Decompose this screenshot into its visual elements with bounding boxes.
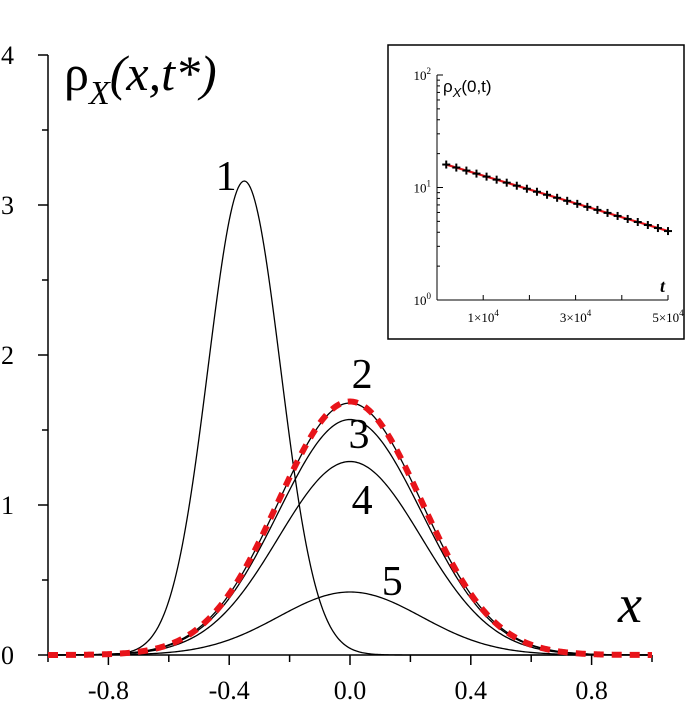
- inset-data-point: [653, 224, 662, 233]
- curve-label-5: 5: [382, 559, 403, 605]
- inset-y-tick-label: 100: [414, 291, 432, 308]
- inset-x-ticks: 1×104 3×104 5×104: [436, 295, 684, 325]
- main-y-label-sub: X: [87, 75, 111, 112]
- main-y-label: ρX(x,t*): [64, 45, 217, 112]
- inset-x-tick-label: 3×104: [560, 308, 592, 325]
- inset-y-label-sub: X: [452, 85, 463, 100]
- main-y-label-symbol: ρ: [64, 45, 89, 101]
- curve-1: [48, 180, 652, 656]
- inset-points: [442, 160, 672, 236]
- inset-data-point: [593, 205, 602, 214]
- curve-label-1: 1: [216, 154, 237, 200]
- inset-data-point: [603, 208, 612, 217]
- fit-curve-dashed: [47, 398, 653, 658]
- curve-3: [47, 418, 653, 656]
- inset-data-point: [472, 169, 481, 178]
- inset-y-label-symbol: ρ: [443, 77, 453, 96]
- inset-data-point: [643, 221, 652, 230]
- inset-data-point: [462, 166, 471, 175]
- main-y-tick-label: 3: [1, 191, 14, 220]
- main-y-ticks: 0 1 2 3 4: [1, 41, 48, 670]
- main-x-tick-label: -0.8: [88, 676, 129, 705]
- inset: 100 101 102 1×104 3×104 5×104 ρX(0,t) t: [387, 44, 685, 340]
- inset-y-tick-label: 102: [414, 66, 432, 83]
- inset-x-label: t: [660, 276, 666, 296]
- inset-y-label-args: (0,t): [461, 77, 491, 96]
- main-x-tick-label: 0.8: [575, 676, 608, 705]
- inset-data-point: [563, 196, 572, 205]
- curve-4: [48, 460, 652, 656]
- inset-data-point: [482, 172, 491, 181]
- main-y-tick-label: 1: [1, 491, 14, 520]
- inset-data-point: [452, 163, 461, 172]
- inset-x-tick-label: 5×104: [652, 308, 684, 325]
- main-curve-labels: 1 2 3 45: [216, 154, 403, 605]
- inset-data-point: [573, 199, 582, 208]
- inset-y-ticks: 100 101 102: [414, 66, 443, 308]
- inset-x-tick-label: 1×104: [468, 308, 500, 325]
- inset-data-point: [532, 187, 541, 196]
- main-x-ticks: -0.8 -0.4 0.0 0.4 0.8: [47, 655, 653, 705]
- main-x-tick-label: 0.0: [334, 676, 367, 705]
- inset-data-point: [664, 227, 672, 236]
- main-x-label: x: [617, 574, 642, 634]
- inset-y-label: ρX(0,t): [443, 77, 492, 100]
- inset-data-point: [512, 181, 521, 190]
- inset-data-point: [442, 160, 451, 169]
- inset-data-point: [583, 202, 592, 211]
- curve-label-2: 2: [352, 352, 373, 398]
- main-curves: [47, 180, 653, 658]
- inset-data-point: [633, 217, 642, 226]
- main-x-tick-label: -0.4: [209, 676, 250, 705]
- inset-data-point: [543, 190, 552, 199]
- main-y-tick-label: 4: [1, 41, 14, 70]
- inset-data-point: [502, 178, 511, 187]
- inset-data-point: [613, 211, 622, 220]
- main-axes: -0.8 -0.4 0.0 0.4 0.8 0 1 2 3 4: [1, 41, 653, 705]
- inset-y-tick-label: 101: [414, 179, 432, 196]
- curve-5: [48, 591, 652, 656]
- inset-data-point: [522, 184, 531, 193]
- main-x-tick-label: 0.4: [455, 676, 488, 705]
- curve-label-4: 4: [352, 478, 373, 524]
- main-y-tick-label: 0: [1, 641, 14, 670]
- curve-label-3: 3: [349, 412, 370, 458]
- inset-data-point: [492, 175, 501, 184]
- inset-data-point: [623, 214, 632, 223]
- inset-data-point: [553, 193, 562, 202]
- main-y-tick-label: 2: [1, 341, 14, 370]
- main-y-label-args: (x,t*): [110, 45, 217, 101]
